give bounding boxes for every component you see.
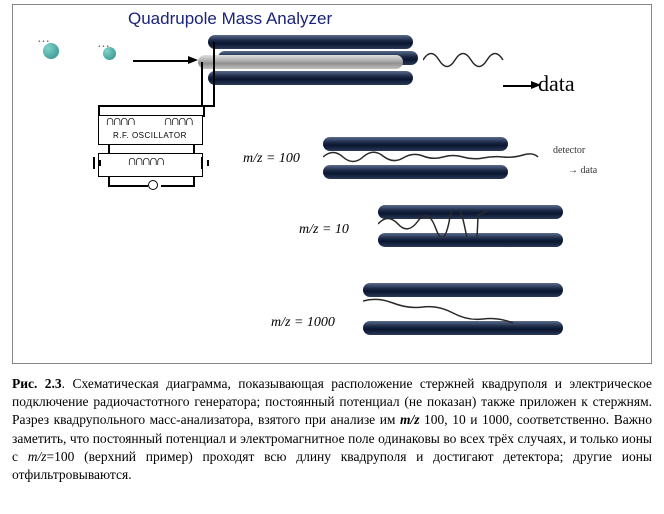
coil-icon: ∩∩∩∩ <box>163 114 191 130</box>
rod-top <box>208 35 413 49</box>
wire <box>193 177 195 185</box>
wire <box>201 62 203 105</box>
data-small-label: → data <box>568 165 597 176</box>
wire <box>193 145 195 153</box>
ion-sparks: · · · <box>37 35 48 51</box>
ion-arrow-head <box>188 56 198 64</box>
mz-label-10: m/z = 10 <box>299 222 349 238</box>
diagram-container: Quadrupole Mass Analyzer · · · · · · dat… <box>12 4 652 364</box>
output-wave <box>423 45 513 75</box>
rod-bottom <box>208 71 413 85</box>
wire <box>108 145 110 153</box>
battery-icon <box>199 157 213 169</box>
caption-mz1: m/z <box>400 412 420 427</box>
coil-icon: ∩∩∩∩ <box>105 114 133 130</box>
caption-p3: =100 (верхний пример) проходят всю длину… <box>12 449 652 482</box>
coil-icon: ∩∩∩∩∩ <box>127 154 163 170</box>
detector-label: detector <box>553 145 585 156</box>
wire <box>203 105 205 117</box>
rf-oscillator-box: ∩∩∩∩ ∩∩∩∩ <box>98 115 203 145</box>
figure-caption: Рис. 2.3. Схематическая диаграмма, показ… <box>12 375 652 484</box>
data-arrow <box>503 85 533 87</box>
wire <box>108 185 148 187</box>
data-label: data <box>538 71 575 97</box>
battery-box: ∩∩∩∩∩ <box>98 153 203 177</box>
ion-sparks: · · · <box>97 40 108 56</box>
wire <box>108 177 110 185</box>
ion-arrow <box>133 60 188 62</box>
trio1-path <box>323 145 543 169</box>
oscillator-label: R.F. OSCILLATOR <box>113 131 187 140</box>
trio3-path <box>363 291 523 325</box>
mz-label-1000: m/z = 1000 <box>271 315 335 331</box>
wire <box>98 105 215 107</box>
mz-label-100: m/z = 100 <box>243 151 300 167</box>
caption-mz2: m/z <box>28 449 47 464</box>
diagram-title: Quadrupole Mass Analyzer <box>128 9 332 29</box>
data-small-text: data <box>581 165 598 176</box>
wire <box>213 42 215 105</box>
wire <box>161 185 195 187</box>
rod-mid <box>198 55 403 69</box>
trio2-path <box>378 211 498 237</box>
figure-number: Рис. 2.3 <box>12 376 62 391</box>
source-icon <box>148 180 158 190</box>
battery-icon <box>91 157 105 169</box>
